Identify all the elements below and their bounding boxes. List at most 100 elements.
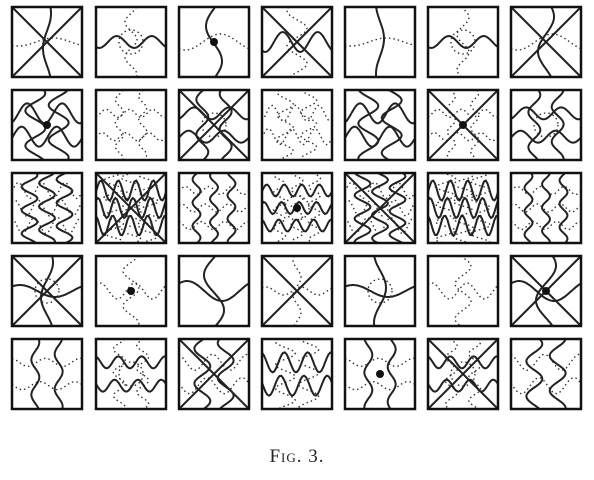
plate-border <box>509 88 583 162</box>
chladni-pattern <box>94 337 168 411</box>
nodal-line <box>95 179 167 202</box>
plate-border <box>343 5 417 79</box>
chladni-pattern <box>10 254 84 328</box>
nodal-line <box>216 338 235 410</box>
chladni-pattern <box>10 337 84 411</box>
plate-border <box>343 171 417 245</box>
nodal-line <box>510 203 582 213</box>
plate-border <box>94 171 168 245</box>
nodal-ring <box>118 29 144 55</box>
nodal-ring <box>34 278 60 304</box>
nodal-line <box>344 284 416 298</box>
nodal-line <box>510 376 582 395</box>
nodal-line <box>380 89 403 161</box>
plate-border <box>10 171 84 245</box>
nodal-line <box>276 89 295 161</box>
nodal-line <box>261 30 333 54</box>
chladni-pattern <box>426 254 500 328</box>
nodal-line <box>178 353 250 372</box>
nodal-ring <box>533 112 559 138</box>
nodal-line <box>469 89 480 161</box>
nodal-line <box>427 196 499 220</box>
nodal-line <box>120 172 142 244</box>
chladni-pattern <box>10 88 84 162</box>
diagonal <box>344 172 416 244</box>
plate-border <box>509 171 583 245</box>
plate-border <box>260 254 334 328</box>
nodal-line <box>427 131 499 142</box>
nodal-ring <box>450 29 476 55</box>
plate-border <box>509 337 583 411</box>
plate-border <box>260 337 334 411</box>
plate-border <box>426 5 500 79</box>
nodal-line <box>286 6 308 78</box>
nodal-line <box>114 89 125 161</box>
nodal-line <box>372 255 388 327</box>
nodal-line <box>550 89 565 160</box>
nodal-line <box>386 338 397 410</box>
diagonal <box>261 6 333 78</box>
nodal-line <box>178 185 250 196</box>
nodal-line <box>261 104 333 123</box>
nodal-line <box>47 89 70 161</box>
nodal-line <box>558 172 569 244</box>
nodal-line <box>178 203 250 213</box>
nodal-line <box>510 220 582 231</box>
nodal-line <box>261 183 333 198</box>
diagonal <box>178 338 250 410</box>
nodal-ring <box>450 361 476 387</box>
nodal-line <box>427 378 499 393</box>
chladni-pattern <box>260 5 334 79</box>
chladni-pattern <box>509 88 583 162</box>
chladni-pattern <box>343 88 417 162</box>
nodal-line <box>11 380 83 391</box>
plate-border <box>177 171 251 245</box>
nodal-line <box>11 102 83 125</box>
chladni-pattern <box>177 88 251 162</box>
plate-border <box>177 337 251 411</box>
diagonal <box>178 89 250 161</box>
chladni-grid <box>10 5 583 411</box>
chladni-pattern <box>426 337 500 411</box>
nodal-line <box>444 338 459 410</box>
nodal-line <box>11 357 83 368</box>
chladni-pattern <box>260 88 334 162</box>
node-dot <box>127 287 135 295</box>
nodal-line <box>95 34 167 50</box>
nodal-line <box>272 172 287 244</box>
nodal-line <box>375 6 385 78</box>
nodal-line <box>525 338 544 410</box>
nodal-line <box>40 255 54 327</box>
nodal-line <box>452 172 474 244</box>
chladni-pattern <box>426 171 500 245</box>
plate-border <box>94 337 168 411</box>
chladni-pattern <box>260 337 334 411</box>
chladni-pattern <box>260 254 334 328</box>
chladni-pattern <box>177 171 251 245</box>
node-dot <box>376 370 384 378</box>
nodal-line <box>178 220 250 231</box>
nodal-line <box>427 179 499 202</box>
nodal-line <box>202 255 226 327</box>
nodal-line <box>510 280 582 302</box>
nodal-ring <box>284 195 310 221</box>
nodal-line <box>53 338 64 410</box>
nodal-line <box>208 172 220 244</box>
nodal-line <box>427 34 499 50</box>
nodal-line <box>510 353 582 372</box>
chladni-pattern <box>343 171 417 245</box>
nodal-line <box>20 172 39 244</box>
nodal-line <box>523 172 534 244</box>
nodal-line <box>261 200 333 216</box>
nodal-line <box>510 185 582 196</box>
nodal-line <box>261 127 333 146</box>
chladni-pattern <box>10 171 84 245</box>
plate-border <box>260 88 334 162</box>
chladni-pattern <box>343 254 417 328</box>
nodal-ring <box>201 112 227 138</box>
plate-border <box>177 88 251 162</box>
chladni-pattern <box>509 5 583 79</box>
plate-border <box>10 337 84 411</box>
node-dot <box>293 204 301 212</box>
nodal-line <box>261 374 333 397</box>
